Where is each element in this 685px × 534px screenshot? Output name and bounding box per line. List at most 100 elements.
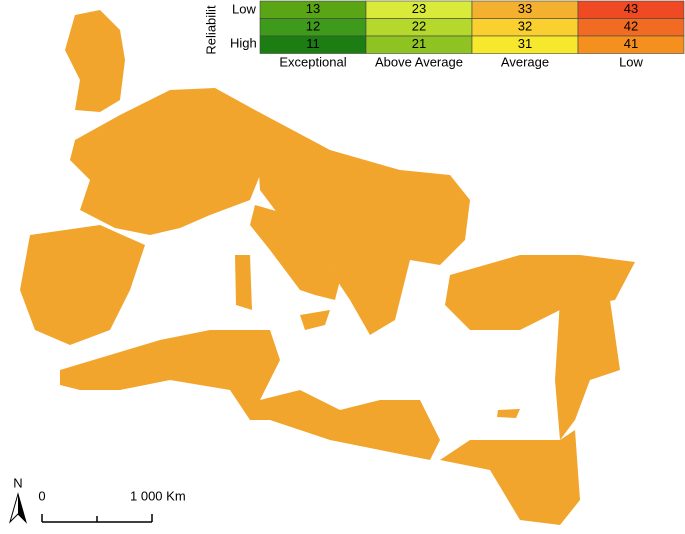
patch xyxy=(65,11,74,23)
road xyxy=(541,110,560,124)
patch xyxy=(550,191,559,208)
patch xyxy=(577,238,598,249)
road xyxy=(152,234,167,259)
road xyxy=(395,152,409,162)
patch xyxy=(508,418,516,432)
patch xyxy=(182,28,199,46)
patch xyxy=(201,264,216,283)
patch xyxy=(408,512,423,525)
patch xyxy=(285,371,305,382)
patch xyxy=(1,257,14,264)
road xyxy=(285,430,312,460)
road xyxy=(241,510,262,525)
road xyxy=(4,139,19,156)
road xyxy=(258,522,274,525)
road xyxy=(384,477,411,511)
patch xyxy=(359,490,369,501)
patch xyxy=(644,418,657,433)
patch xyxy=(28,502,41,515)
patch xyxy=(48,455,58,469)
road xyxy=(319,469,345,484)
patch xyxy=(86,481,95,500)
patch xyxy=(647,305,663,311)
road xyxy=(360,128,381,143)
road xyxy=(286,328,307,347)
road xyxy=(179,10,193,13)
road xyxy=(443,413,464,422)
road xyxy=(253,251,274,261)
patch xyxy=(508,193,529,204)
patch xyxy=(381,99,395,120)
patch xyxy=(558,83,573,92)
road xyxy=(55,492,74,506)
patch xyxy=(37,457,49,465)
patch xyxy=(88,434,100,444)
patch xyxy=(65,455,83,475)
road xyxy=(536,144,552,160)
patch xyxy=(630,143,635,151)
road xyxy=(412,369,442,385)
road xyxy=(588,235,606,258)
road xyxy=(350,502,375,520)
patch xyxy=(497,127,506,135)
road xyxy=(20,188,22,202)
patch xyxy=(148,32,158,39)
road xyxy=(523,153,544,178)
road xyxy=(625,483,635,501)
road xyxy=(451,394,467,415)
patch xyxy=(284,101,297,110)
road xyxy=(272,481,283,503)
road xyxy=(382,88,398,108)
patch xyxy=(386,125,400,138)
road xyxy=(421,358,436,378)
patch xyxy=(436,350,454,369)
patch xyxy=(607,420,627,432)
road xyxy=(0,498,10,524)
patch xyxy=(46,133,54,143)
patch xyxy=(2,281,9,292)
road xyxy=(132,54,146,74)
road xyxy=(227,311,238,332)
patch xyxy=(4,289,12,305)
patch xyxy=(630,89,635,98)
patch xyxy=(339,353,350,372)
patch xyxy=(148,452,155,460)
patch xyxy=(30,416,38,429)
road xyxy=(489,175,506,194)
patch xyxy=(218,448,228,461)
legend-cell-value: 33 xyxy=(518,1,532,16)
patch xyxy=(290,334,301,349)
road xyxy=(70,418,100,439)
road xyxy=(306,473,320,489)
road xyxy=(190,394,206,405)
patch xyxy=(20,381,23,402)
patch xyxy=(458,329,478,348)
patch xyxy=(20,176,28,195)
road xyxy=(451,491,468,511)
road xyxy=(47,506,65,525)
patch xyxy=(624,83,635,93)
road xyxy=(296,75,317,97)
road xyxy=(434,340,443,355)
patch xyxy=(317,468,337,485)
patch xyxy=(520,132,540,149)
road xyxy=(532,521,546,525)
patch xyxy=(157,472,176,490)
road xyxy=(520,84,534,105)
road xyxy=(47,122,63,142)
patch xyxy=(406,480,415,488)
patch xyxy=(325,364,339,374)
road xyxy=(621,334,635,361)
road xyxy=(216,211,237,249)
patch xyxy=(472,188,480,195)
road xyxy=(265,88,280,103)
patch xyxy=(373,107,381,120)
patch xyxy=(412,377,425,392)
road xyxy=(198,390,218,404)
patch xyxy=(26,499,35,506)
road xyxy=(485,114,495,127)
road xyxy=(49,145,63,152)
patch xyxy=(175,255,183,276)
patch xyxy=(62,507,83,523)
patch xyxy=(513,79,528,91)
